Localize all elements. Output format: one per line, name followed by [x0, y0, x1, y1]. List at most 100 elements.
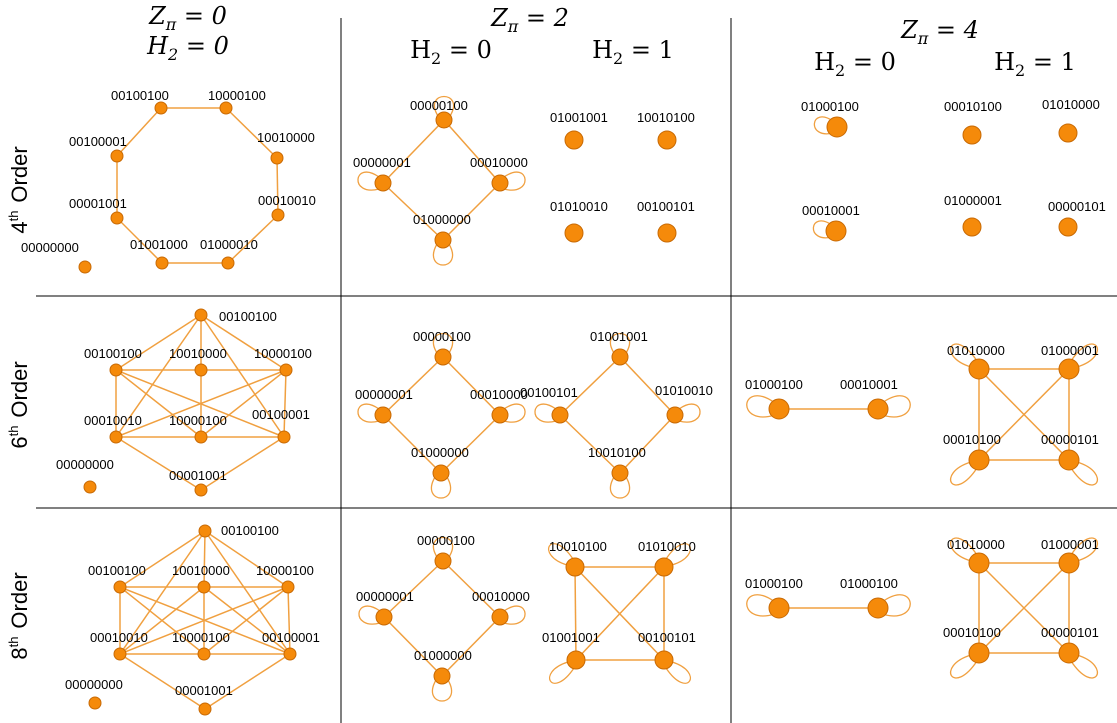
node-label: 01010000	[1042, 97, 1100, 112]
graph-edge	[619, 414, 676, 474]
node-label: 10000100	[169, 413, 227, 428]
graph-node	[654, 557, 674, 577]
node-label: 01000001	[1041, 343, 1099, 358]
graph-edge	[119, 530, 206, 588]
node-label: 01000001	[1041, 537, 1099, 552]
graph-node	[197, 647, 211, 661]
graph-node	[109, 363, 123, 377]
graph-node	[491, 174, 509, 192]
graph-node	[219, 101, 233, 115]
graph-node	[109, 430, 123, 444]
self-loop	[534, 403, 557, 423]
graph-edges	[115, 107, 1070, 710]
graph-node	[1058, 358, 1080, 380]
self-loop	[1070, 343, 1098, 368]
self-loop	[950, 537, 978, 562]
graph-node	[88, 696, 102, 710]
graph-node	[867, 398, 889, 420]
self-loop	[746, 395, 776, 418]
node-label: 10010100	[588, 445, 646, 460]
node-label: 01000100	[840, 576, 898, 591]
node-label: 00100100	[84, 346, 142, 361]
graph-self-loops	[357, 96, 1098, 702]
node-label: 01000100	[745, 377, 803, 392]
graph-node	[825, 220, 847, 242]
header-col3-z: Zπ = 4	[900, 16, 979, 48]
header-col-2: Zπ = 2 H2 = 0 H2 = 1	[410, 4, 674, 68]
header-col1-z: Zπ = 0	[148, 2, 227, 34]
self-loop	[609, 476, 631, 499]
node-label: 00000100	[410, 98, 468, 113]
node-label: 01000000	[411, 445, 469, 460]
row-label-6-ordinal: 6	[7, 436, 32, 448]
node-label: 00001001	[175, 683, 233, 698]
graph-node	[110, 149, 124, 163]
graph-edge	[619, 356, 676, 416]
graph-node	[277, 430, 291, 444]
graph-edge	[115, 369, 202, 438]
node-label: 01001000	[130, 237, 188, 252]
graph-node	[374, 174, 392, 192]
node-label: 00100101	[638, 630, 696, 645]
node-label: 01010010	[550, 199, 608, 214]
row-label-6th: 6th Order	[6, 361, 32, 448]
node-label: 00000001	[356, 589, 414, 604]
graph-edge	[116, 217, 163, 264]
graph-edge	[204, 653, 291, 710]
node-label: 01010000	[947, 343, 1005, 358]
node-label: 00000101	[1048, 199, 1106, 214]
node-label: 10010000	[257, 130, 315, 145]
graph-node	[968, 642, 990, 664]
self-loop	[431, 679, 453, 702]
node-label: 00100001	[262, 630, 320, 645]
graph-edge	[382, 182, 444, 241]
node-label: 00100100	[88, 563, 146, 578]
row-label-8th: 8th Order	[6, 572, 32, 659]
node-label: 00000100	[413, 329, 471, 344]
header-col2-h-left: H2 = 0	[410, 36, 492, 68]
graph-node	[110, 211, 124, 225]
graph-node	[962, 125, 982, 145]
self-loop	[950, 461, 978, 486]
self-loop	[433, 96, 455, 117]
graph-node	[194, 363, 208, 377]
graph-node	[867, 597, 889, 619]
graph-edge	[383, 616, 443, 677]
node-label: 10010000	[172, 563, 230, 578]
graph-node	[1058, 642, 1080, 664]
graph-edge	[442, 356, 501, 416]
graph-node	[826, 116, 848, 138]
graph-node	[491, 608, 509, 626]
graph-edge	[978, 368, 1070, 461]
header-col1-h: H2 = 0	[146, 32, 229, 64]
graph-edge	[575, 566, 665, 661]
self-loop	[813, 116, 834, 135]
self-loop	[548, 543, 574, 566]
row-label-4-sup: th	[6, 211, 21, 222]
node-label: 01010010	[655, 383, 713, 398]
graph-node	[221, 256, 235, 270]
graph-edge	[227, 214, 279, 264]
graph-node	[375, 608, 393, 626]
row-label-6-sup: th	[6, 426, 21, 437]
graph-node	[564, 130, 584, 150]
graph-edge	[119, 530, 206, 655]
node-label: 00100100	[221, 523, 279, 538]
node-label: 10010100	[637, 110, 695, 125]
graph-edge	[203, 586, 291, 655]
self-loop	[609, 333, 631, 354]
node-label: 00000000	[65, 677, 123, 692]
graph-node	[198, 524, 212, 538]
row-label-8-word: Order	[7, 572, 32, 628]
self-loop	[950, 654, 978, 679]
row-label-6-word: Order	[7, 361, 32, 417]
node-label: 00010001	[840, 377, 898, 392]
graph-edge	[116, 107, 162, 157]
self-loop	[881, 395, 911, 418]
graph-node	[281, 580, 295, 594]
node-label: 00000001	[355, 387, 413, 402]
graph-edge	[382, 414, 442, 474]
graph-node	[565, 557, 585, 577]
graph-edge	[574, 566, 577, 661]
